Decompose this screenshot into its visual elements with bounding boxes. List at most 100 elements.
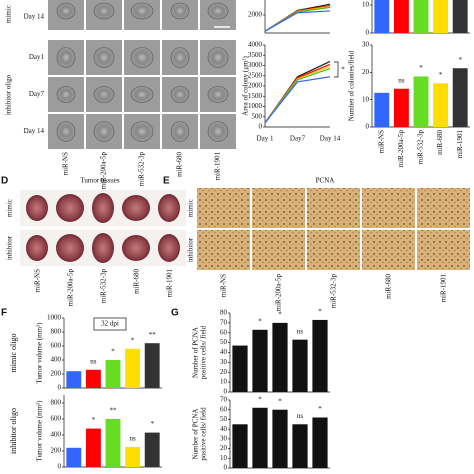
column-label: miR-NS xyxy=(220,274,228,297)
tumor xyxy=(56,194,84,222)
colony xyxy=(170,86,190,103)
tumor xyxy=(92,193,114,223)
y-tick-label: 800 xyxy=(51,399,62,407)
colony xyxy=(56,86,76,103)
colony xyxy=(130,121,154,142)
row-label: inhibitor xyxy=(187,237,195,262)
y-tick-label: 20 xyxy=(220,368,228,376)
column-label: miR-1901 xyxy=(166,269,174,298)
bar xyxy=(252,329,268,392)
y-tick-label: 1500 xyxy=(248,92,263,100)
bar xyxy=(125,348,141,388)
bar xyxy=(433,0,449,33)
stain-image xyxy=(252,188,305,228)
bar-label: * xyxy=(419,64,423,72)
colony xyxy=(130,47,154,68)
y-tick-label: 10 xyxy=(220,378,228,386)
stain-image xyxy=(362,230,415,270)
panel-title: PCNA xyxy=(316,177,335,185)
bar xyxy=(452,68,468,127)
tumor xyxy=(92,233,114,263)
column-label: miR-1901 xyxy=(214,152,222,181)
bar xyxy=(413,76,429,127)
bar-label: * xyxy=(258,395,262,403)
panel-label: F xyxy=(1,308,7,319)
colony xyxy=(130,2,154,20)
bar xyxy=(272,322,288,392)
y-tick-label: 0 xyxy=(259,123,263,131)
bar-label: * xyxy=(318,308,322,316)
y-tick-label: 400 xyxy=(51,431,62,439)
x-tick-label: miR-1901 xyxy=(456,130,464,159)
bar xyxy=(144,432,160,467)
tumor xyxy=(26,235,48,261)
column-label: miR-NS xyxy=(34,269,42,292)
stain-image xyxy=(252,230,305,270)
y-tick-label: 2000 xyxy=(248,11,263,19)
panel-label: E xyxy=(163,176,170,187)
bar xyxy=(374,0,390,34)
bar xyxy=(252,407,268,468)
colony xyxy=(93,86,115,103)
colony xyxy=(170,2,190,20)
stain-image xyxy=(197,188,250,228)
row-label: Day 14 xyxy=(24,127,45,135)
colony xyxy=(93,47,115,68)
bar xyxy=(125,447,141,467)
series-line xyxy=(264,10,331,32)
column-label: miR-532-3p xyxy=(330,274,338,309)
annotation: * xyxy=(341,66,345,74)
column-label: miR-680 xyxy=(385,274,393,299)
stain-image xyxy=(417,188,470,228)
y-axis-label: positive cells/ field xyxy=(200,407,208,461)
x-tick-label: miR-532-3p xyxy=(417,130,425,165)
bar-label: ns xyxy=(297,412,304,420)
y-tick-label: 10 xyxy=(220,454,228,462)
bar-label: ** xyxy=(110,407,118,415)
bar xyxy=(393,0,409,33)
bar-label: * xyxy=(439,71,443,79)
stain-image xyxy=(197,230,250,270)
colony xyxy=(207,86,229,103)
y-tick-label: 20 xyxy=(362,68,370,76)
y-tick-label: 40 xyxy=(220,425,228,433)
bar xyxy=(85,369,101,388)
bar xyxy=(272,409,288,468)
stain-image xyxy=(307,188,360,228)
tumor xyxy=(56,234,84,262)
column-label: miR-NS xyxy=(62,152,70,175)
bar xyxy=(292,339,308,392)
tumor xyxy=(122,235,150,261)
annotation: 32 dpi xyxy=(101,320,119,328)
series-line xyxy=(264,4,331,32)
panel-title: Tumor tissues xyxy=(80,177,120,185)
bar xyxy=(85,428,101,467)
y-axis-label: Number of PCNA xyxy=(192,409,200,460)
bar-label: * xyxy=(278,397,282,405)
y-tick-label: 2000 xyxy=(248,82,263,90)
y-tick-label: 600 xyxy=(51,415,62,423)
group-label: inhibitor oligo xyxy=(9,408,18,454)
column-label: miR-1901 xyxy=(440,274,448,303)
y-axis-label: positive cells/ field xyxy=(200,325,208,379)
y-tick-label: 50 xyxy=(220,415,228,423)
x-tick-label: Day 1 xyxy=(257,135,274,143)
bar xyxy=(413,0,429,33)
y-tick-label: 4000 xyxy=(248,41,263,49)
bar xyxy=(393,88,409,127)
colony xyxy=(93,121,115,142)
bar-label: * xyxy=(258,317,262,325)
tumor xyxy=(26,195,48,221)
bar-label: * xyxy=(318,405,322,413)
colony xyxy=(130,86,154,103)
colony xyxy=(56,47,76,68)
y-tick-label: 400 xyxy=(51,356,62,364)
panel-label: D xyxy=(1,176,8,187)
x-tick-label: miR-NS xyxy=(377,130,385,153)
y-tick-label: 0 xyxy=(366,29,370,37)
column-label: miR-200a-5p xyxy=(67,269,75,307)
tumor xyxy=(158,234,180,262)
bar xyxy=(144,343,160,388)
colony xyxy=(207,47,229,68)
y-tick-label: 3000 xyxy=(248,61,263,69)
